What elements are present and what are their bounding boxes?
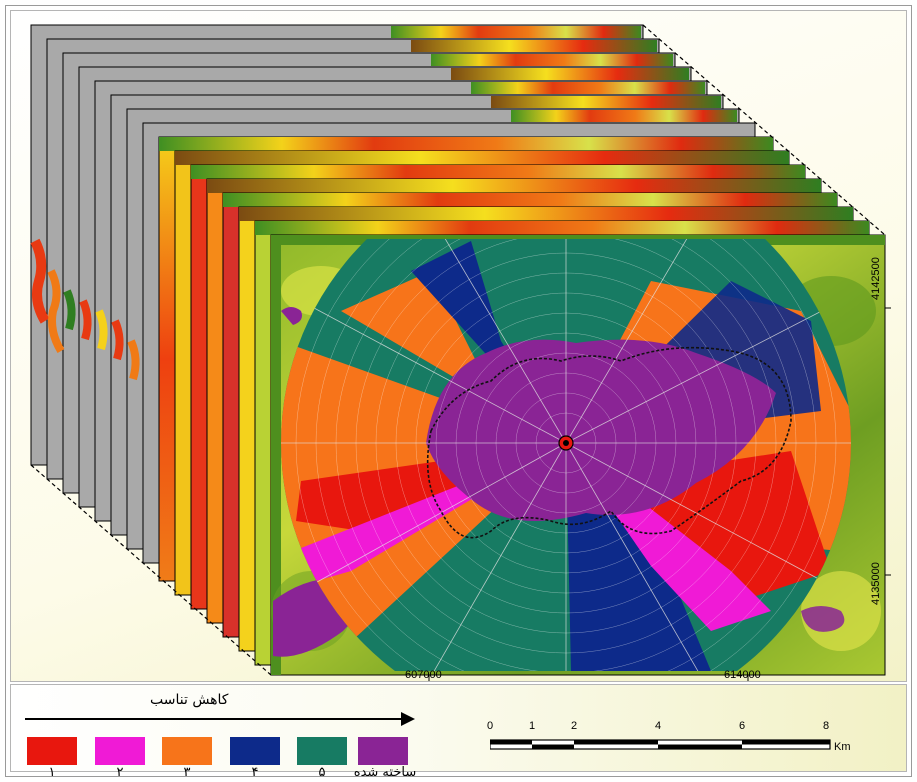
legend-swatch-4 (230, 737, 280, 765)
scale-tick-1: 1 (529, 720, 535, 732)
scale-tick-2: 2 (571, 720, 577, 732)
y-tick-4135000: 4135000 (870, 562, 882, 605)
scale-unit: Km (834, 741, 851, 753)
arrow-shaft (25, 718, 403, 720)
legend-label-2: ۲ (85, 765, 155, 780)
x-tick-614000: 614000 (724, 669, 761, 681)
suitability-arrow (25, 712, 415, 726)
legend-label-1: ۱ (17, 765, 87, 780)
legend-swatch-1 (27, 737, 77, 765)
stacked-layers-map (11, 11, 906, 681)
scale-tick-6: 6 (739, 720, 745, 732)
legend-label-4: ۴ (220, 765, 290, 780)
legend-swatch-2 (95, 737, 145, 765)
legend-label-built-up: ساخته شده (345, 765, 425, 780)
scale-tick-4: 4 (655, 720, 661, 732)
legend-label-3: ۳ (152, 765, 222, 780)
scale-tick-8: 8 (823, 720, 829, 732)
scale-bar (490, 735, 850, 757)
y-tick-4142500: 4142500 (870, 257, 882, 300)
legend-swatch-built-up (358, 737, 408, 765)
legend-swatch-3 (162, 737, 212, 765)
arrow-right-icon (401, 712, 415, 726)
x-tick-607000: 607000 (405, 669, 442, 681)
legend-swatch-5 (297, 737, 347, 765)
suitability-decrease-label: کاهش تناسب (150, 692, 228, 708)
map-panel (10, 10, 907, 682)
scale-tick-0: 0 (487, 720, 493, 732)
